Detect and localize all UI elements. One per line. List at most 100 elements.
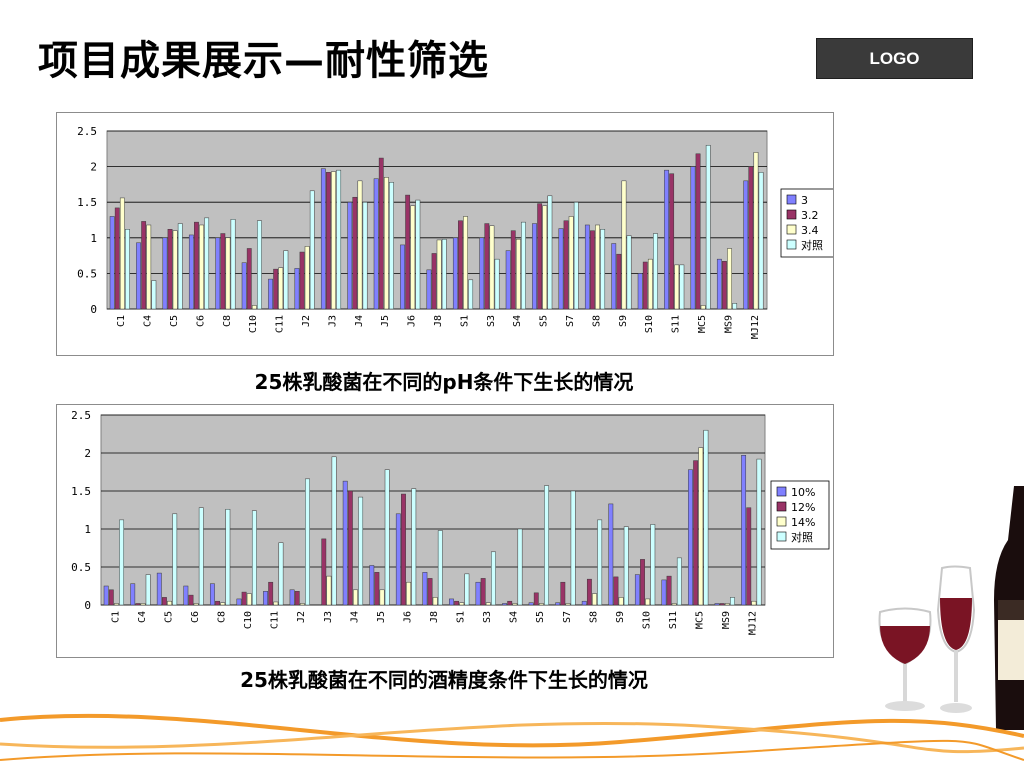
bar-3.2-J4 (352, 196, 358, 310)
bar-3.4-C10 (251, 305, 257, 310)
bar-10%-S11 (661, 579, 667, 606)
bar-3.4-J2 (304, 246, 310, 310)
bar-12%-C10 (241, 591, 247, 606)
bar-14%-C6 (193, 603, 199, 606)
x-tick-label: MS9 (721, 611, 732, 629)
bar-3-C1 (109, 216, 115, 310)
bar-12%-MC5 (693, 460, 699, 606)
bar-3-J3 (320, 168, 326, 310)
x-tick-label: J4 (349, 611, 360, 623)
bar-14%-J5 (379, 589, 385, 606)
bar-10%-C5 (156, 572, 162, 606)
x-tick-label: J3 (327, 315, 338, 327)
x-tick-label: J2 (301, 315, 312, 327)
bar-14%-C11 (273, 601, 279, 606)
bar-12%-J8 (427, 578, 433, 606)
bar-对照-S8 (597, 519, 603, 606)
y-tick-label: 1 (84, 523, 91, 536)
bar-10%-C6 (183, 585, 189, 606)
bar-10%-C8 (209, 583, 215, 606)
legend-label: 3 (801, 194, 808, 207)
bar-3.2-S7 (563, 220, 569, 310)
bar-14%-J3 (326, 575, 332, 606)
bar-10%-MS9 (714, 603, 720, 606)
bar-对照-S10 (650, 524, 656, 606)
bar-3-C11 (268, 278, 273, 310)
bar-3.4-S3 (489, 225, 495, 310)
bar-14%-MC5 (698, 447, 704, 606)
bar-对照-S11 (676, 557, 682, 606)
bar-对照-MC5 (703, 429, 709, 606)
bar-3.4-S7 (568, 216, 574, 310)
bar-3.2-J8 (431, 253, 437, 310)
bar-对照-J8 (441, 238, 447, 310)
bar-对照-S5 (544, 485, 549, 606)
wine-glass-icon (878, 607, 932, 711)
bar-10%-S10 (634, 574, 640, 606)
bar-3.4-S9 (621, 180, 627, 310)
bar-对照-J6 (415, 199, 421, 310)
bar-3.4-C8 (225, 237, 231, 310)
bar-3-S1 (452, 237, 458, 310)
bar-3.2-S1 (458, 220, 463, 310)
wine-glass-icon (936, 565, 976, 713)
bar-12%-S11 (666, 575, 672, 606)
y-tick-label: 2.5 (71, 409, 91, 422)
x-tick-label: C1 (116, 315, 127, 327)
bar-3.4-C5 (172, 230, 178, 310)
bar-12%-S3 (480, 578, 486, 606)
bar-对照-J2 (305, 478, 310, 606)
bar-对照-C6 (204, 217, 210, 310)
x-tick-label: S10 (641, 611, 652, 629)
bar-3-S9 (611, 243, 617, 310)
bar-对照-J3 (331, 456, 337, 606)
x-tick-label: MS9 (723, 315, 734, 333)
x-tick-label: S5 (535, 611, 546, 623)
bar-3.2-MC5 (695, 153, 701, 310)
bar-3.2-MS9 (722, 261, 727, 310)
y-tick-label: 2 (90, 161, 97, 174)
bar-10%-S7 (555, 602, 561, 606)
x-tick-label: S8 (588, 611, 599, 623)
x-tick-label: S3 (482, 611, 493, 623)
bar-对照-S8 (600, 229, 606, 310)
y-tick-label: 2.5 (77, 125, 97, 138)
bar-3.2-S10 (642, 261, 648, 310)
bar-3.2-S9 (616, 253, 622, 310)
bar-3.4-C1 (119, 197, 125, 310)
bar-3.4-J8 (436, 239, 442, 310)
bar-10%-C4 (130, 583, 136, 606)
bar-3.2-S11 (669, 173, 675, 310)
bar-3-MS9 (716, 258, 722, 310)
y-tick-label: 1.5 (71, 485, 91, 498)
bar-12%-S7 (560, 581, 566, 606)
bar-14%-C4 (140, 603, 146, 606)
bar-3.4-MS9 (727, 248, 732, 310)
bar-3.4-J4 (357, 180, 363, 310)
bar-12%-S5 (533, 592, 539, 606)
bar-对照-J5 (384, 469, 390, 606)
x-tick-label: J4 (354, 315, 365, 327)
bar-对照-C5 (177, 223, 183, 310)
bar-3.4-S10 (647, 258, 653, 310)
bar-12%-C11 (268, 581, 274, 606)
bar-3-C6 (188, 234, 194, 310)
x-tick-label: C10 (248, 315, 259, 333)
bar-对照-MJ12 (758, 172, 764, 310)
slide-title: 项目成果展示—耐性筛选 (38, 38, 489, 84)
x-tick-label: C4 (137, 611, 148, 623)
bar-10%-S9 (608, 503, 614, 606)
bar-3.4-S5 (542, 205, 548, 310)
bar-10%-C11 (263, 591, 268, 606)
x-tick-label: C11 (275, 315, 286, 333)
bar-3-S5 (532, 223, 537, 310)
bar-12%-S10 (640, 559, 645, 606)
bar-3.2-S5 (537, 203, 543, 310)
ph-chart-svg: 0 0.5 1 1.5 2 2.5 C1 C4 C5 C6 C8 C10 C11 J2 J3 J4 J5 J6 J8… (77, 125, 833, 339)
legend-swatch (786, 194, 797, 205)
bar-12%-J5 (374, 572, 380, 606)
bar-3.4-C11 (278, 267, 284, 310)
legend-swatch (786, 224, 797, 235)
x-tick-label: C8 (217, 611, 228, 623)
alcohol-chart-caption: 25株乳酸菌在不同的酒精度条件下生长的情况 (240, 668, 648, 692)
